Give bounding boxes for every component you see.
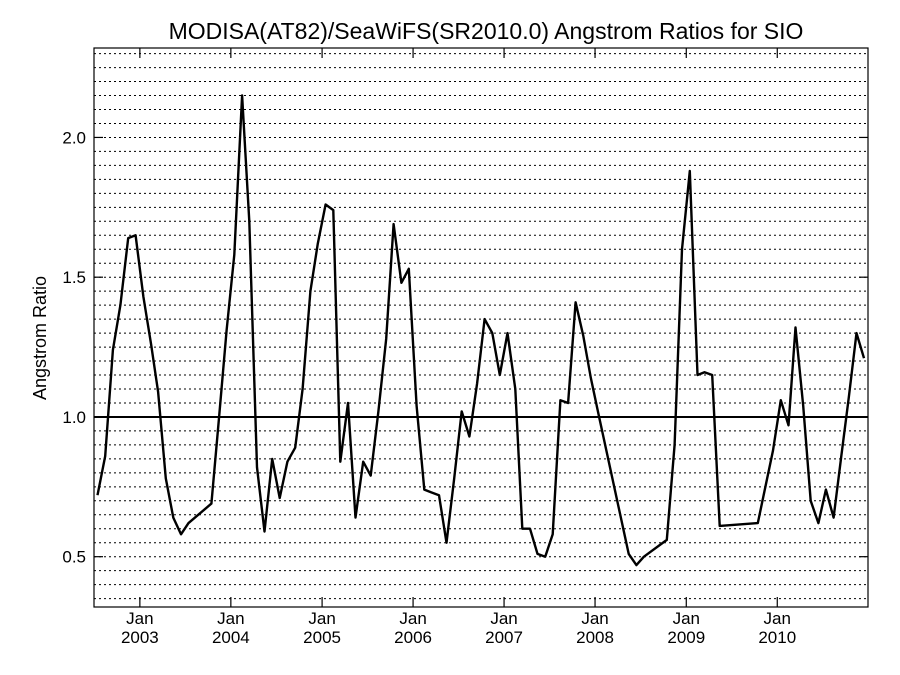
x-tick-year-label: 2010 <box>758 628 796 647</box>
x-tick-year-label: 2008 <box>576 628 614 647</box>
series-line <box>96 94 866 567</box>
plot-frame <box>93 47 869 608</box>
x-tick-month-label: Jan <box>764 609 791 628</box>
x-tick-month-label: Jan <box>308 609 335 628</box>
x-tick-month-label: Jan <box>673 609 700 628</box>
x-tick-year-label: 2006 <box>394 628 432 647</box>
x-tick-year-label: 2005 <box>303 628 341 647</box>
y-tick-label: 0.5 <box>62 548 86 567</box>
y-tick-label: 1.5 <box>62 268 86 287</box>
x-tick-year-label: 2009 <box>667 628 705 647</box>
y-tick-label: 1.0 <box>62 408 86 427</box>
x-tick-year-label: 2003 <box>121 628 159 647</box>
y-axis-label: Angstrom Ratio <box>30 276 50 400</box>
x-tick-month-label: Jan <box>490 609 517 628</box>
x-axis: Jan2003Jan2004Jan2005Jan2006Jan2007Jan20… <box>121 48 796 647</box>
chart-title: MODISA(AT82)/SeaWiFS(SR2010.0) Angstrom … <box>169 18 804 44</box>
y-tick-label: 2.0 <box>62 128 86 147</box>
x-tick-month-label: Jan <box>399 609 426 628</box>
x-tick-year-label: 2007 <box>485 628 523 647</box>
x-tick-month-label: Jan <box>581 609 608 628</box>
x-tick-month-label: Jan <box>126 609 153 628</box>
y-axis: 0.5 1.0 1.5 2.0 <box>62 128 868 567</box>
x-tick-month-label: Jan <box>217 609 244 628</box>
x-tick-year-label: 2004 <box>212 628 250 647</box>
grid-lines <box>94 53 868 600</box>
